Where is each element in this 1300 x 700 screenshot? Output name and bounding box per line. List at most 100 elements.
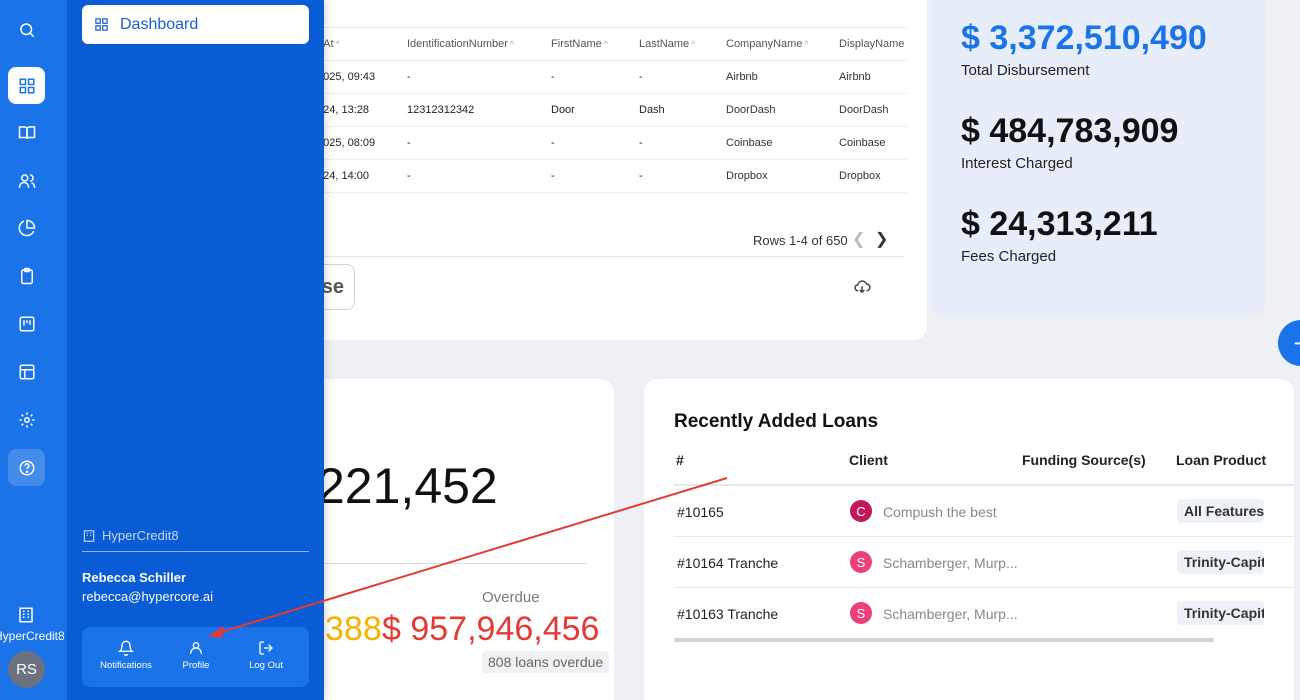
chevron-left-icon[interactable]: ❮ (852, 231, 866, 248)
horizontal-scrollbar[interactable] (674, 638, 1214, 642)
profile-label: Profile (182, 660, 210, 671)
divider (317, 563, 587, 564)
table-cell: Dropbox (726, 159, 839, 193)
client-name[interactable]: Schamberger, Murp... (883, 606, 1018, 622)
table-row[interactable]: 024, 14:00 - - - Dropbox Dropbox (317, 159, 907, 193)
org-switcher[interactable]: HyperCredit8 (82, 528, 309, 552)
icon-rail: HyperCredit8 RS (0, 0, 67, 700)
logout-icon (259, 641, 273, 655)
profile-button[interactable]: Profile (161, 640, 231, 671)
nav-item-label: Dashboard (120, 15, 199, 33)
loans-title: Recently Added Loans (674, 411, 879, 432)
client-avatar: C (850, 500, 872, 522)
table-cell: 2025, 08:09 (317, 126, 407, 160)
building-icon (83, 530, 95, 542)
column-header: Loan Product (1176, 452, 1267, 468)
users-icon[interactable] (8, 162, 45, 199)
nav-item-dashboard[interactable]: Dashboard (82, 5, 309, 44)
stats-card: $ 3,372,510,490 Total Disbursement $ 484… (931, 0, 1266, 317)
loan-product-chip: Trinity-Capita (1177, 550, 1264, 574)
logout-label: Log Out (249, 660, 283, 671)
kanban-icon[interactable] (8, 305, 45, 342)
column-header: # (676, 452, 684, 468)
data-table: dAt ^ IdentificationNumber ^ FirstName ^ La… (317, 27, 907, 193)
add-button[interactable]: − (1278, 320, 1300, 366)
user-email: rebecca@hypercore.ai (82, 589, 213, 604)
column-header: Client (849, 452, 888, 468)
notifications-label: Notifications (100, 660, 152, 671)
table-cell: Airbnb (839, 60, 907, 94)
table-cell: Dash (639, 93, 726, 127)
stat-label: Fees Charged (961, 248, 1057, 265)
stat-label: Interest Charged (961, 155, 1073, 172)
client-avatar: S (850, 551, 872, 573)
loan-product-chip: Trinity-Capita (1177, 601, 1264, 625)
loan-id[interactable]: #10163 Tranche (677, 606, 779, 622)
clipboard-icon[interactable] (8, 257, 45, 294)
loan-row[interactable]: #10165 C Compush the best All Features L (674, 486, 1294, 537)
rail-org-label: HyperCredit8 (0, 629, 65, 643)
table-cell: DoorDash (839, 93, 907, 127)
bell-icon (118, 640, 134, 656)
notifications-button[interactable]: Notifications (91, 640, 161, 671)
loan-id[interactable]: #10165 (677, 504, 724, 520)
user-actions: Notifications Profile Log Out (82, 627, 309, 687)
user-icon (190, 642, 202, 654)
table-cell: - (551, 126, 639, 160)
table-cell: Coinbase (726, 126, 839, 160)
divider (317, 256, 904, 257)
settings-icon[interactable] (8, 401, 45, 438)
loan-id[interactable]: #10164 Tranche (677, 555, 779, 571)
table-cell: - (639, 60, 726, 94)
search-icon[interactable] (8, 11, 45, 48)
column-header[interactable]: DisplayName (839, 27, 907, 61)
stat-label: Total Disbursement (961, 62, 1090, 79)
column-header[interactable]: dAt ^ (317, 27, 407, 61)
table-cell: 024, 13:28 (317, 93, 407, 127)
logout-button[interactable]: Log Out (231, 640, 301, 671)
column-header[interactable]: LastName ^ (639, 27, 726, 61)
column-header[interactable]: IdentificationNumber ^ (407, 27, 551, 61)
client-name[interactable]: Compush the best (883, 504, 997, 520)
overdue-label: Overdue (482, 589, 540, 606)
table-cell: - (639, 159, 726, 193)
cloud-download-icon[interactable] (853, 278, 871, 296)
table-cell: Airbnb (726, 60, 839, 94)
pie-chart-icon[interactable] (8, 209, 45, 246)
overdue-badge: 808 loans overdue (482, 651, 610, 673)
chevron-right-icon[interactable]: ❯ (875, 231, 889, 248)
table-cell: Door (551, 93, 639, 127)
dashboard-icon[interactable] (8, 67, 45, 104)
column-header[interactable]: CompanyName ^ (726, 27, 839, 61)
recent-loans-card: Recently Added Loans # Client Funding So… (644, 379, 1294, 700)
table-icon[interactable] (8, 353, 45, 390)
loan-row[interactable]: #10163 Tranche S Schamberger, Murp... Tr… (674, 588, 1294, 639)
org-name: HyperCredit8 (102, 528, 179, 543)
table-cell: Coinbase (839, 126, 907, 160)
table-cell: 12312312342 (407, 93, 551, 127)
table-cell: - (551, 60, 639, 94)
help-icon[interactable] (8, 449, 45, 486)
avatar[interactable]: RS (8, 651, 45, 688)
data-table-card: dAt ^ IdentificationNumber ^ FirstName ^ La… (67, 0, 927, 340)
table-cell: DoorDash (726, 93, 839, 127)
summary-big-number: 221,452 (317, 458, 498, 514)
column-header: Funding Source(s) (1022, 452, 1146, 468)
stat-value: $ 484,783,909 (961, 112, 1179, 150)
client-avatar: S (850, 602, 872, 624)
client-name[interactable]: Schamberger, Murp... (883, 555, 1018, 571)
table-row[interactable]: 2025, 09:43 - - - Airbnb Airbnb (317, 60, 907, 94)
table-row[interactable]: 024, 13:28 12312312342 Door Dash DoorDas… (317, 93, 907, 127)
user-name: Rebecca Schiller (82, 570, 187, 585)
table-cell: - (551, 159, 639, 193)
table-cell: 2025, 09:43 (317, 60, 407, 94)
book-icon[interactable] (8, 114, 45, 151)
overdue-amount: $ 957,946,456 (382, 610, 600, 648)
loan-row[interactable]: #10164 Tranche S Schamberger, Murp... Tr… (674, 537, 1294, 588)
stat-value: $ 24,313,211 (961, 205, 1158, 243)
loan-product-chip: All Features L (1177, 499, 1264, 523)
column-header[interactable]: FirstName ^ (551, 27, 639, 61)
nav-panel: Dashboard HyperCredit8 Rebecca Schiller … (67, 0, 324, 700)
amount-partial: 388 (325, 610, 382, 648)
table-row[interactable]: 2025, 08:09 - - - Coinbase Coinbase (317, 126, 907, 160)
